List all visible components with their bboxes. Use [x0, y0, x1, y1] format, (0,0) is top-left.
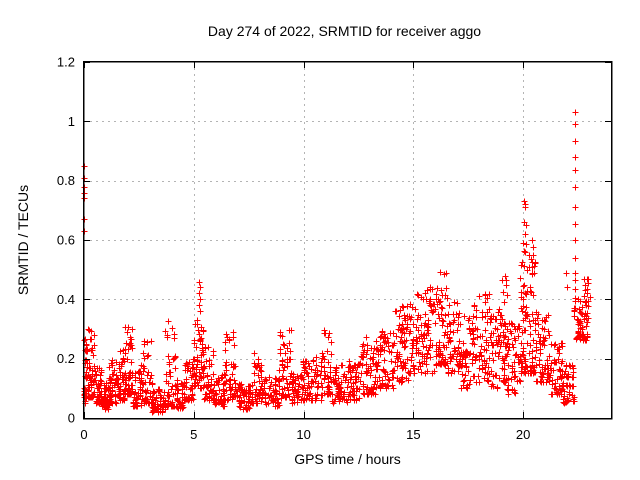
x-tick-label: 15 — [406, 427, 420, 442]
x-tick-label: 20 — [516, 427, 530, 442]
y-tick-label: 0 — [68, 411, 75, 426]
x-tick-label: 10 — [296, 427, 310, 442]
data-points-series — [81, 109, 594, 416]
y-tick-labels: 0 0.2 0.4 0.6 0.8 1 1.2 — [57, 55, 75, 426]
y-tick-label: 0.6 — [57, 233, 75, 248]
axis-ticks — [84, 62, 611, 419]
y-axis-label: SRMTID / TECUs — [15, 185, 31, 295]
y-tick-label: 0.8 — [57, 173, 75, 188]
x-tick-label: 5 — [190, 427, 197, 442]
srmtid-scatter-points — [81, 109, 594, 416]
x-tick-label: 0 — [80, 427, 87, 442]
x-axis-label: GPS time / hours — [294, 451, 401, 467]
y-tick-label: 1 — [68, 114, 75, 129]
y-tick-label: 1.2 — [57, 55, 75, 70]
y-tick-label: 0.4 — [57, 292, 75, 307]
x-tick-labels: 0 5 10 15 20 — [80, 427, 530, 442]
plot-border — [82, 60, 613, 420]
chart-title: Day 274 of 2022, SRMTID for receiver agg… — [208, 23, 481, 39]
y-tick-label: 0.2 — [57, 351, 75, 366]
